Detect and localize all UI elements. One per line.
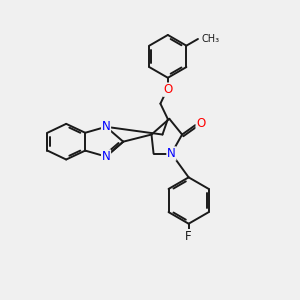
Text: N: N <box>167 147 176 160</box>
Text: F: F <box>185 230 192 243</box>
Text: O: O <box>196 117 206 130</box>
Text: CH₃: CH₃ <box>202 34 220 44</box>
Text: N: N <box>102 120 110 133</box>
Text: N: N <box>102 150 110 163</box>
Text: O: O <box>163 83 172 96</box>
